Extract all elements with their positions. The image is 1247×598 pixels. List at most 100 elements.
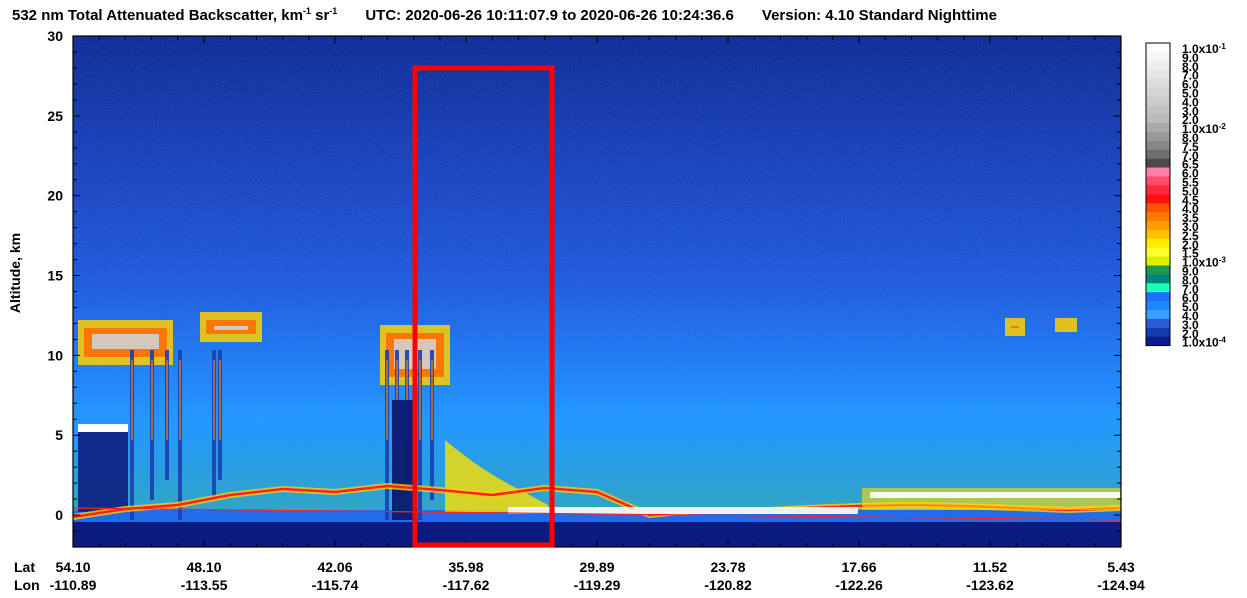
colorbar-swatch [1146,60,1170,70]
chart-title: 532 nm Total Attenuated Backscatter, km-… [12,6,997,24]
y-tick-label: 10 [47,347,63,363]
y-tick-label: 0 [55,507,63,523]
lat-tick-label: 11.52 [973,559,1007,575]
stratus-cloud-right [862,488,1121,510]
colorbar-label: 5.0 [1182,87,1199,101]
colorbar-swatch [1146,87,1170,97]
lon-tick-label: -122.26 [835,577,883,593]
colorbar-swatch [1146,78,1170,88]
lon-tick-label: -123.62 [966,577,1014,593]
colorbar-label: 9.0 [1182,51,1199,65]
colorbar-swatch [1146,194,1170,204]
colorbar-label: 7.0 [1182,282,1199,296]
colorbar-label: 5.0 [1182,184,1199,198]
feature-layer [73,312,1121,547]
colorbar-label: 6.0 [1182,78,1199,92]
lon-tick-label: -120.82 [704,577,752,593]
colorbar-swatch [1146,185,1170,195]
virga-core [166,360,168,440]
colorbar-label: 3.0 [1182,104,1199,118]
colorbar-label: 4.0 [1182,202,1199,216]
colorbar-swatch [1146,318,1170,329]
title-version: Version: 4.10 Standard Nighttime [761,7,997,24]
virga-core [151,360,153,440]
colorbar-swatch [1146,310,1170,320]
colorbar-swatch [1146,69,1170,79]
colorbar-swatch [1146,105,1170,115]
y-tick-label: 25 [47,108,63,124]
virga-core [419,360,421,440]
colorbar-swatch [1146,51,1170,62]
colorbar-label: 8.0 [1182,131,1199,145]
colorbar-label: 7.0 [1182,69,1199,83]
colorbar-label: 7.5 [1182,140,1199,154]
colorbar-swatch [1146,96,1170,106]
colorbar-swatch [1146,327,1170,337]
colorbar-label: 1.0x10-4 [1182,336,1226,350]
y-tick-label: 5 [55,427,63,443]
colorbar-label: 8.0 [1182,273,1199,287]
colorbar-swatch [1146,132,1170,142]
virga-core [213,360,215,440]
colorbar-swatch [1146,247,1170,257]
colorbar-swatch [1146,140,1170,151]
colorbar-swatch [1146,158,1170,168]
colorbar-label: 7.0 [1182,149,1199,163]
colorbar-label: 1.0x10-2 [1182,122,1226,136]
surface-elevation-line [73,507,1121,521]
cirrus-cloud-dense [92,334,159,349]
colorbar-label: 9.0 [1182,265,1199,279]
colorbar-swatch [1146,114,1170,124]
colorbar-swatch [1146,149,1170,159]
cirrus-cloud-core [1011,326,1019,328]
lat-tick-label: 54.10 [55,559,90,575]
lat-label: Lat [14,559,35,575]
x-axis: Lat Lon 54.10 48.10 42.06 35.98 29.89 23.78 17.6… [14,36,1145,593]
lon-tick-label: -117.62 [443,577,490,593]
colorbar-label: 2.0 [1182,113,1199,127]
lat-tick-label: 48.10 [186,559,221,575]
colorbar-swatch [1146,176,1170,186]
cirrus-cloud [1055,318,1077,332]
colorbar-swatch [1146,229,1170,240]
stratus-cloud-top [508,507,858,514]
lon-tick-label: -119.29 [574,577,621,593]
low-cloud-top [78,424,128,432]
colorbar-label: 1.0x10-1 [1182,42,1226,56]
virga-core [179,360,181,440]
colorbar-swatch [1146,43,1170,53]
colorbar: 1.0x10-19.08.07.06.05.04.03.02.01.0x10-2… [1145,42,1226,350]
y-axis: 0 5 10 15 20 25 30 [47,28,1121,548]
lat-tick-label: 29.89 [579,559,614,575]
highlight-box [412,65,555,548]
colorbar-swatch [1146,274,1170,284]
virga-core [219,360,221,440]
lon-tick-label: -110.89 [50,577,97,593]
lat-tick-label: 17.66 [841,559,876,575]
lat-tick-label: 35.98 [448,559,483,575]
colorbar-label: 2.0 [1182,327,1199,341]
lon-tick-label: -113.55 [181,577,228,593]
title-sr: sr [310,7,330,24]
lon-tick-label: -115.74 [312,577,359,593]
y-tick-label: 30 [47,28,63,44]
y-tick-label: 20 [47,188,63,204]
title-exponent-1: -1 [302,6,311,16]
lon-tick-label: -124.94 [1097,577,1145,593]
lon-label: Lon [14,577,40,593]
lat-tick-label: 23.78 [710,559,745,575]
colorbar-label: 5.0 [1182,300,1199,314]
colorbar-label: 2.0 [1182,238,1199,252]
colorbar-swatch [1146,265,1170,275]
colorbar-label: 1.5 [1182,247,1199,261]
colorbar-label: 6.0 [1182,291,1199,305]
colorbar-label: 4.0 [1182,309,1199,323]
colorbar-swatch [1146,221,1170,231]
virga-core [431,360,433,440]
colorbar-swatch [1146,167,1170,177]
colorbar-swatch [1146,292,1170,302]
title-exponent-2: -1 [329,6,338,16]
title-quantity: 532 nm Total Attenuated Backscatter, km [12,7,303,24]
colorbar-swatch [1146,203,1170,213]
